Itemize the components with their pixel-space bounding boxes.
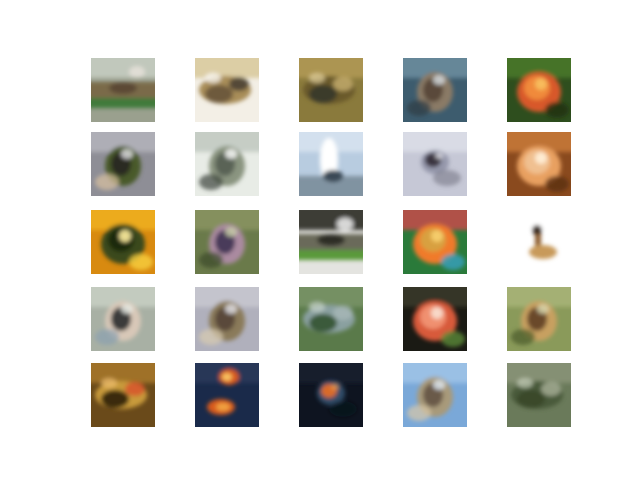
sample-tile (403, 210, 467, 274)
sample-image (507, 132, 571, 196)
sample-tile (403, 58, 467, 122)
sample-image (403, 287, 467, 351)
sample-tile (195, 287, 259, 351)
sample-tile (195, 210, 259, 274)
sample-image (507, 287, 571, 351)
sample-image (195, 210, 259, 274)
sample-image (195, 58, 259, 122)
sample-tile (507, 363, 571, 427)
sample-image (507, 58, 571, 122)
sample-image (91, 287, 155, 351)
sample-image (507, 363, 571, 427)
sample-tile (91, 132, 155, 196)
sample-image (403, 132, 467, 196)
sample-image (299, 287, 363, 351)
sample-tile (91, 363, 155, 427)
sample-tile (195, 58, 259, 122)
sample-image (195, 363, 259, 427)
sample-image (299, 210, 363, 274)
sample-tile (91, 210, 155, 274)
sample-image (91, 58, 155, 122)
sample-tile (299, 58, 363, 122)
sample-tile (507, 132, 571, 196)
sample-image (195, 132, 259, 196)
sample-image (91, 363, 155, 427)
sample-image (403, 58, 467, 122)
sample-image (299, 58, 363, 122)
sample-image (403, 210, 467, 274)
sample-tile (403, 363, 467, 427)
sample-tile (195, 132, 259, 196)
sample-tile (507, 287, 571, 351)
sample-tile (403, 132, 467, 196)
sample-image (91, 210, 155, 274)
sample-tile (91, 287, 155, 351)
sample-image (299, 363, 363, 427)
sample-tile (299, 363, 363, 427)
sample-image (403, 363, 467, 427)
sample-tile (507, 210, 571, 274)
sample-tile (507, 58, 571, 122)
sample-tile (91, 58, 155, 122)
sample-tile (299, 287, 363, 351)
sample-image (507, 210, 571, 274)
sample-tile (195, 363, 259, 427)
sample-tile (299, 210, 363, 274)
sample-tile (403, 287, 467, 351)
sample-image (299, 132, 363, 196)
sample-image (91, 132, 155, 196)
sample-tile (299, 132, 363, 196)
sample-image (195, 287, 259, 351)
